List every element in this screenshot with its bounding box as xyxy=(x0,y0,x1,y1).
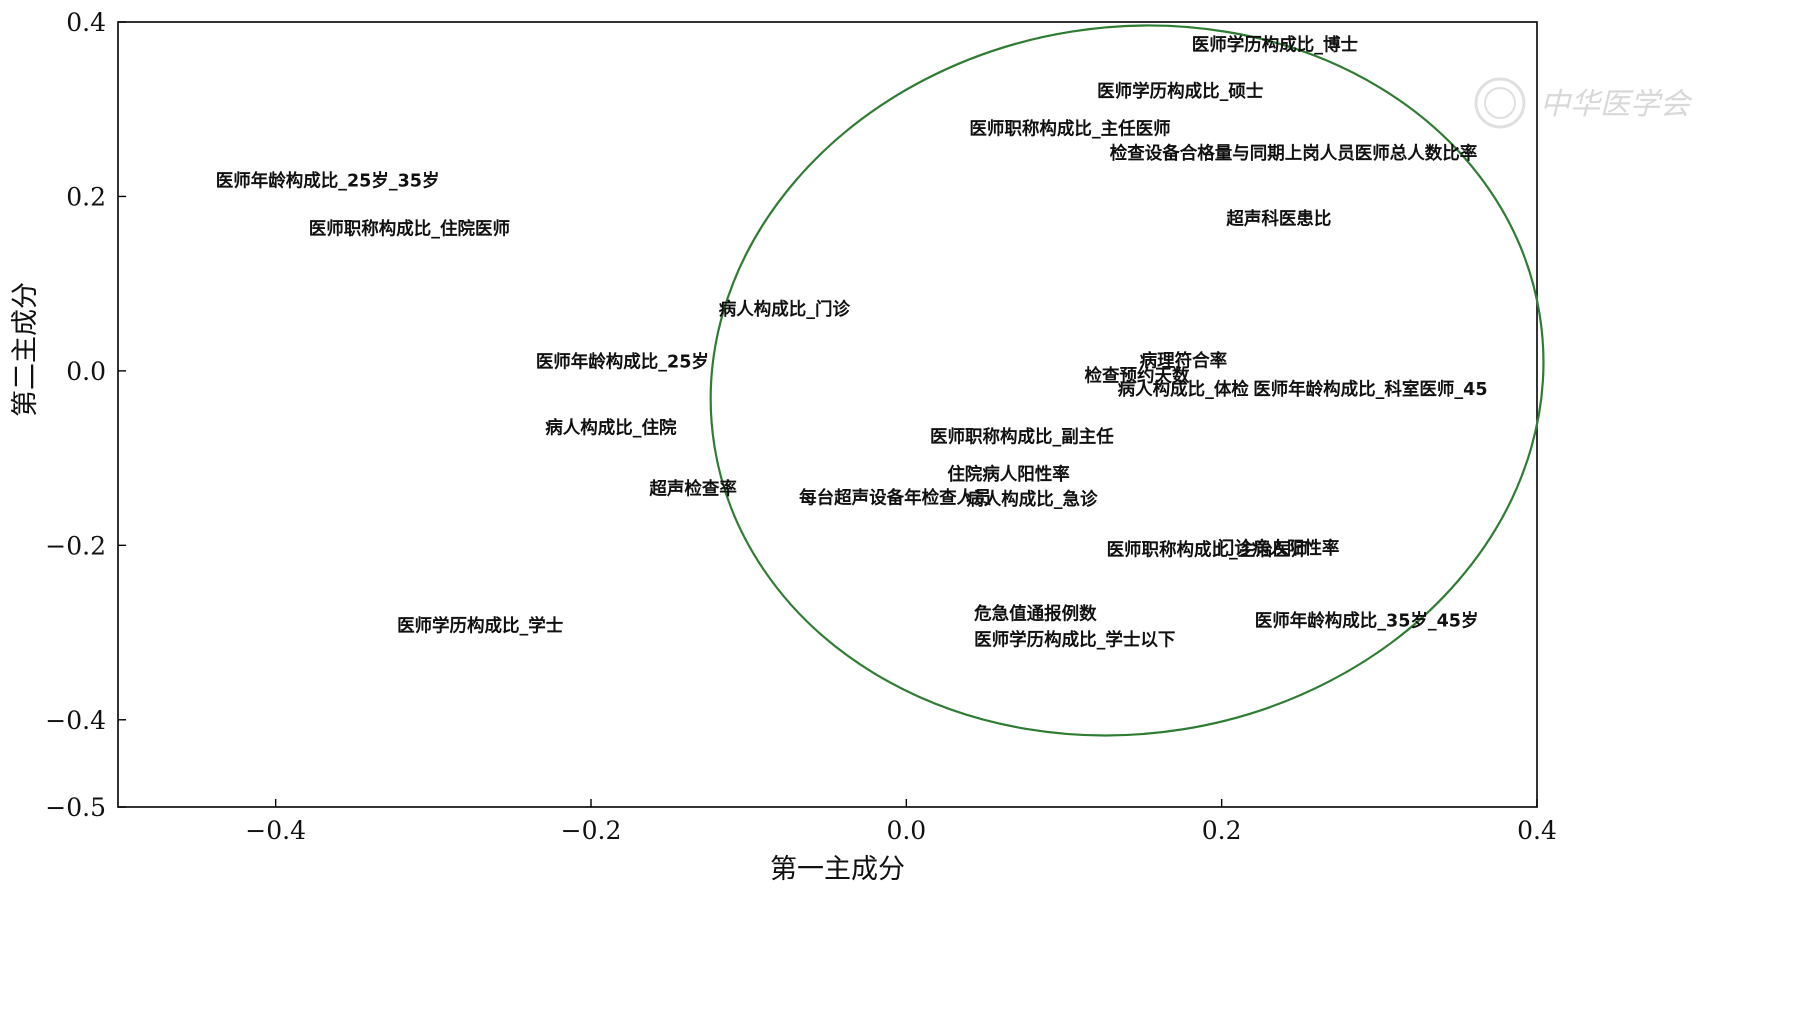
point-labels: 医师学历构成比_博士医师学历构成比_硕士医师职称构成比_主任医师检查设备合格量与… xyxy=(216,35,1488,651)
point-label: 医师年龄构成比_35岁_45岁 xyxy=(1255,610,1479,631)
point-label: 检查预约天数 xyxy=(1084,365,1189,386)
x-tick-label: −0.4 xyxy=(245,816,306,845)
axes-layer xyxy=(117,21,1538,808)
point-label: 医师学历构成比_学士以下 xyxy=(974,630,1175,651)
point-label: 危急值通报例数 xyxy=(973,603,1097,624)
point-label: 住院病人阳性率 xyxy=(947,464,1070,485)
cluster-ellipse xyxy=(709,24,1545,737)
point-label: 病人构成比_住院 xyxy=(545,418,677,439)
point-label: 门诊病人阳性率 xyxy=(1217,538,1340,559)
point-label: 病人构成比_体检 xyxy=(1118,379,1250,400)
point-label: 医师职称构成比_住院医师 xyxy=(309,219,510,240)
point-label: 医师职称构成比_副主任 xyxy=(930,426,1114,447)
watermark-logo: 中华医学会 xyxy=(1474,77,1693,129)
point-label: 每台超声设备年检查人员 xyxy=(799,487,992,508)
point-label: 病人构成比_门诊 xyxy=(719,299,851,320)
x-axis-label: 第一主成分 xyxy=(770,854,905,885)
point-label: 医师职称构成比_主任医师 xyxy=(969,118,1170,139)
point-label: 检查设备合格量与同期上岗人员医师总人数比率 xyxy=(1110,143,1478,164)
tick-labels: −0.4 −0.2 0.0 0.2 0.4 0.4 0.2 0.0 −0.2 −0.4 −0.5 xyxy=(45,8,1557,845)
point-label: 病人构成比_急诊 xyxy=(966,489,1098,510)
point-label: 病理符合率 xyxy=(1140,350,1228,371)
point-label: 医师学历构成比_硕士 xyxy=(1097,81,1263,102)
point-label: 医师年龄构成比_科室医师_45 xyxy=(1253,379,1487,400)
point-label: 医师年龄构成比_25岁 xyxy=(536,351,709,372)
y-tick-label: −0.4 xyxy=(45,706,106,735)
y-tick-label: 0.2 xyxy=(66,182,106,211)
point-label: 医师学历构成比_学士 xyxy=(397,616,563,637)
watermark-text: 中华医学会 xyxy=(1540,87,1693,122)
y-tick-label: 0.4 xyxy=(66,8,106,37)
x-tick-label: 0.0 xyxy=(886,816,926,845)
point-label: 医师职称构成比_主治医师 xyxy=(1107,540,1308,561)
y-tick-label: −0.5 xyxy=(45,793,106,822)
y-tick-label: 0.0 xyxy=(66,357,106,386)
plot-frame xyxy=(117,21,1538,808)
x-tick-label: −0.2 xyxy=(561,816,622,845)
point-label: 超声检查率 xyxy=(649,479,737,500)
y-tick-label: −0.2 xyxy=(45,531,106,560)
point-label: 超声科医患比 xyxy=(1226,208,1331,229)
x-tick-label: 0.2 xyxy=(1202,816,1242,845)
ellipse-layer xyxy=(709,24,1545,737)
point-label: 医师学历构成比_博士 xyxy=(1192,35,1358,56)
point-label: 医师年龄构成比_25岁_35岁 xyxy=(216,171,440,192)
y-axis-label: 第二主成分 xyxy=(10,282,41,417)
x-tick-label: 0.4 xyxy=(1517,816,1557,845)
